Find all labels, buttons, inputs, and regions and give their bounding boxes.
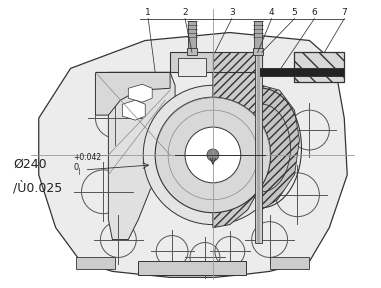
Text: 5: 5 bbox=[291, 8, 298, 17]
Polygon shape bbox=[122, 100, 145, 120]
Circle shape bbox=[155, 97, 271, 213]
Text: 4: 4 bbox=[269, 8, 274, 17]
Circle shape bbox=[143, 85, 283, 225]
Polygon shape bbox=[255, 85, 299, 210]
Bar bbox=[257, 48, 260, 242]
Text: Ø240: Ø240 bbox=[13, 158, 46, 171]
Text: 1: 1 bbox=[145, 8, 151, 17]
Polygon shape bbox=[170, 52, 213, 72]
Text: 7: 7 bbox=[341, 8, 347, 17]
Circle shape bbox=[185, 127, 241, 183]
Bar bbox=[258, 68, 344, 76]
Bar bbox=[187, 48, 197, 55]
Polygon shape bbox=[128, 84, 152, 102]
Text: 3: 3 bbox=[229, 8, 235, 17]
Polygon shape bbox=[213, 72, 265, 228]
Polygon shape bbox=[295, 52, 344, 82]
Bar bbox=[255, 48, 262, 242]
Text: /Ù0.025: /Ù0.025 bbox=[13, 181, 62, 195]
Polygon shape bbox=[109, 72, 175, 240]
Text: 2: 2 bbox=[182, 8, 188, 17]
Bar bbox=[178, 58, 206, 76]
Bar bbox=[270, 257, 309, 269]
Polygon shape bbox=[39, 33, 347, 277]
Circle shape bbox=[207, 149, 219, 161]
Bar bbox=[253, 48, 263, 55]
Polygon shape bbox=[96, 72, 170, 115]
Text: 0: 0 bbox=[74, 163, 79, 172]
Bar bbox=[138, 262, 246, 275]
Bar bbox=[188, 21, 196, 54]
Bar bbox=[254, 21, 262, 54]
Text: 6: 6 bbox=[312, 8, 317, 17]
Polygon shape bbox=[213, 52, 262, 72]
Text: +0.042: +0.042 bbox=[74, 153, 102, 162]
Bar bbox=[75, 257, 115, 269]
